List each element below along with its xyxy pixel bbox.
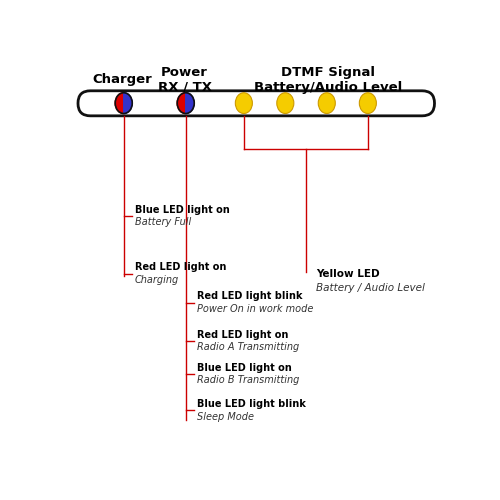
FancyBboxPatch shape (78, 91, 434, 116)
Text: Red LED light on: Red LED light on (134, 262, 226, 272)
Polygon shape (186, 92, 194, 114)
Text: Radio A Transmitting: Radio A Transmitting (196, 342, 299, 352)
Text: Blue LED light on: Blue LED light on (196, 362, 292, 372)
Text: Sleep Mode: Sleep Mode (196, 412, 254, 422)
Text: Battery / Audio Level: Battery / Audio Level (316, 284, 425, 294)
Text: Yellow LED: Yellow LED (316, 270, 380, 280)
Text: Power
RX / TX: Power RX / TX (158, 66, 212, 94)
Polygon shape (115, 92, 124, 114)
Polygon shape (177, 92, 186, 114)
Text: Power On in work mode: Power On in work mode (196, 304, 313, 314)
Ellipse shape (318, 92, 336, 114)
Text: Battery Full: Battery Full (134, 217, 191, 227)
Text: Blue LED light on: Blue LED light on (134, 204, 230, 214)
Text: DTMF Signal
Battery/Audio Level: DTMF Signal Battery/Audio Level (254, 66, 402, 94)
Text: Radio B Transmitting: Radio B Transmitting (196, 375, 299, 385)
Text: Charger: Charger (92, 74, 152, 86)
Polygon shape (124, 92, 132, 114)
Ellipse shape (360, 92, 376, 114)
Text: Blue LED light blink: Blue LED light blink (196, 399, 306, 409)
Ellipse shape (236, 92, 252, 114)
Text: Red LED light blink: Red LED light blink (196, 292, 302, 302)
Ellipse shape (277, 92, 294, 114)
Text: Charging: Charging (134, 275, 179, 285)
Text: Red LED light on: Red LED light on (196, 330, 288, 340)
